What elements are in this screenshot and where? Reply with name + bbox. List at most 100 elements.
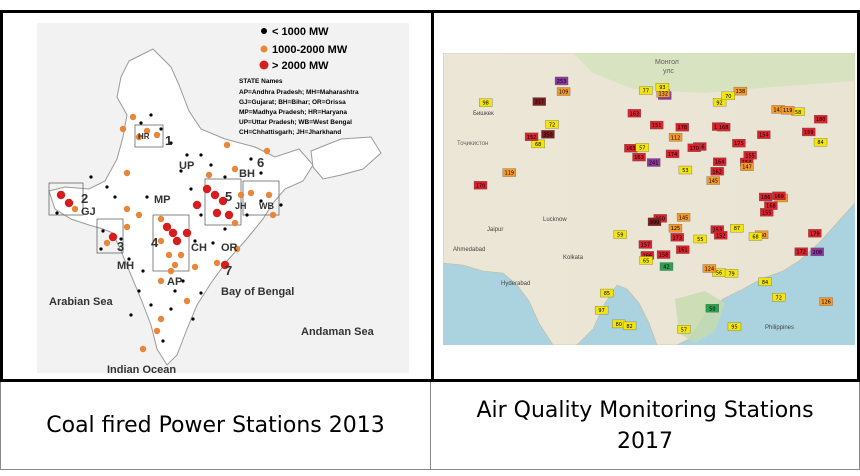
station-badge[interactable] bbox=[810, 247, 824, 257]
station-badge[interactable] bbox=[808, 229, 822, 238]
power-plant-marker bbox=[139, 345, 147, 353]
station-badge[interactable] bbox=[524, 132, 539, 141]
power-plant-marker bbox=[218, 196, 228, 206]
station-badge[interactable] bbox=[712, 157, 727, 166]
power-plant-marker bbox=[169, 307, 173, 311]
power-plant-marker bbox=[245, 213, 249, 217]
northeast-landmass bbox=[310, 136, 382, 180]
station-badge[interactable] bbox=[647, 217, 662, 226]
station-badge[interactable] bbox=[693, 234, 707, 244]
station-badge[interactable] bbox=[813, 115, 828, 124]
station-badge[interactable] bbox=[639, 86, 653, 95]
station-badge[interactable] bbox=[712, 98, 727, 107]
station-badge[interactable] bbox=[764, 201, 778, 210]
power-plant-marker bbox=[129, 313, 133, 317]
station-badge[interactable] bbox=[532, 97, 546, 106]
station-badge[interactable] bbox=[710, 167, 724, 176]
station-badge[interactable] bbox=[656, 250, 671, 259]
station-badge[interactable] bbox=[819, 297, 833, 306]
station-badge[interactable] bbox=[677, 325, 691, 334]
cluster-number-4: 4 bbox=[151, 235, 159, 250]
station-badge[interactable] bbox=[659, 262, 674, 271]
station-badge[interactable] bbox=[714, 231, 728, 240]
station-badge[interactable] bbox=[716, 122, 731, 132]
station-badge[interactable] bbox=[541, 130, 555, 139]
station-value: 186 bbox=[761, 195, 771, 201]
station-badge[interactable] bbox=[733, 86, 748, 96]
station-badge[interactable] bbox=[676, 213, 691, 222]
station-badge[interactable] bbox=[772, 293, 786, 302]
station-badge[interactable] bbox=[702, 264, 717, 273]
station-badge[interactable] bbox=[724, 269, 739, 278]
station-badge[interactable] bbox=[772, 191, 786, 200]
station-badge[interactable] bbox=[758, 277, 772, 287]
station-badge[interactable] bbox=[813, 138, 828, 147]
station-badge[interactable] bbox=[647, 158, 661, 167]
station-badge[interactable] bbox=[556, 87, 571, 96]
station-badge[interactable] bbox=[665, 149, 680, 159]
station-badge[interactable] bbox=[794, 247, 808, 256]
power-plant-marker bbox=[212, 208, 222, 218]
station-value: 154 bbox=[759, 133, 769, 139]
station-badge[interactable] bbox=[740, 162, 754, 171]
state-names-line-4: UP=Uttar Pradesh; WB=West Bengal bbox=[239, 119, 352, 126]
station-value: 317 bbox=[535, 100, 545, 106]
station-value: 87 bbox=[734, 226, 740, 232]
station-badge[interactable] bbox=[802, 127, 816, 137]
station-value: 85 bbox=[604, 291, 610, 297]
station-value: 125 bbox=[671, 226, 681, 232]
region-label-wb: WB bbox=[259, 201, 274, 211]
station-badge[interactable] bbox=[668, 224, 683, 233]
station-badge[interactable] bbox=[705, 304, 720, 313]
station-badge[interactable] bbox=[650, 120, 664, 130]
station-value: 174 bbox=[668, 152, 678, 158]
station-badge[interactable] bbox=[732, 139, 746, 148]
station-badge[interactable] bbox=[502, 168, 516, 177]
power-plant-marker bbox=[199, 153, 203, 157]
station-badge[interactable] bbox=[706, 176, 720, 185]
station-badge[interactable] bbox=[727, 322, 742, 331]
power-plant-marker bbox=[249, 157, 253, 161]
station-value: 145 bbox=[709, 179, 719, 185]
station-badge[interactable] bbox=[627, 109, 642, 118]
station-badge[interactable] bbox=[622, 321, 637, 331]
india-landmass bbox=[48, 48, 314, 366]
station-badge[interactable] bbox=[545, 120, 559, 129]
station-badge[interactable] bbox=[676, 245, 690, 254]
power-plant-marker bbox=[191, 263, 199, 271]
station-badge[interactable] bbox=[780, 106, 795, 115]
station-value: 72 bbox=[776, 295, 782, 301]
station-badge[interactable] bbox=[759, 192, 773, 202]
station-badge[interactable] bbox=[639, 256, 653, 265]
station-badge[interactable] bbox=[675, 123, 689, 132]
power-plant-marker bbox=[159, 127, 163, 131]
station-value: 68 bbox=[752, 234, 758, 240]
station-badge[interactable] bbox=[730, 224, 744, 233]
power-plant-marker bbox=[265, 191, 273, 199]
station-badge[interactable] bbox=[655, 83, 670, 92]
station-badge[interactable] bbox=[757, 130, 771, 139]
station-badge[interactable] bbox=[594, 306, 609, 315]
station-badge[interactable] bbox=[554, 76, 569, 86]
station-badge[interactable] bbox=[668, 133, 683, 142]
station-badge[interactable] bbox=[687, 143, 701, 152]
power-plant-marker bbox=[209, 163, 213, 167]
power-plant-marker bbox=[177, 251, 185, 259]
station-value: 175 bbox=[734, 141, 744, 147]
station-badge[interactable] bbox=[638, 240, 653, 249]
station-badge[interactable] bbox=[748, 232, 763, 241]
station-badge[interactable] bbox=[670, 233, 684, 242]
power-plant-marker bbox=[161, 339, 165, 343]
station-badge[interactable] bbox=[479, 98, 493, 107]
legend-label-medium: 1000-2000 MW bbox=[272, 44, 348, 56]
station-badge[interactable] bbox=[613, 230, 627, 239]
station-badge[interactable] bbox=[721, 91, 735, 100]
station-badge[interactable] bbox=[678, 165, 693, 175]
station-badge[interactable] bbox=[632, 152, 646, 162]
power-plant-marker bbox=[149, 113, 153, 117]
place-hyderabad: Hyderabad bbox=[501, 281, 530, 287]
station-badge[interactable] bbox=[635, 143, 649, 152]
station-badge[interactable] bbox=[473, 181, 488, 190]
station-badge[interactable] bbox=[600, 288, 614, 298]
power-plant-marker bbox=[99, 247, 103, 251]
